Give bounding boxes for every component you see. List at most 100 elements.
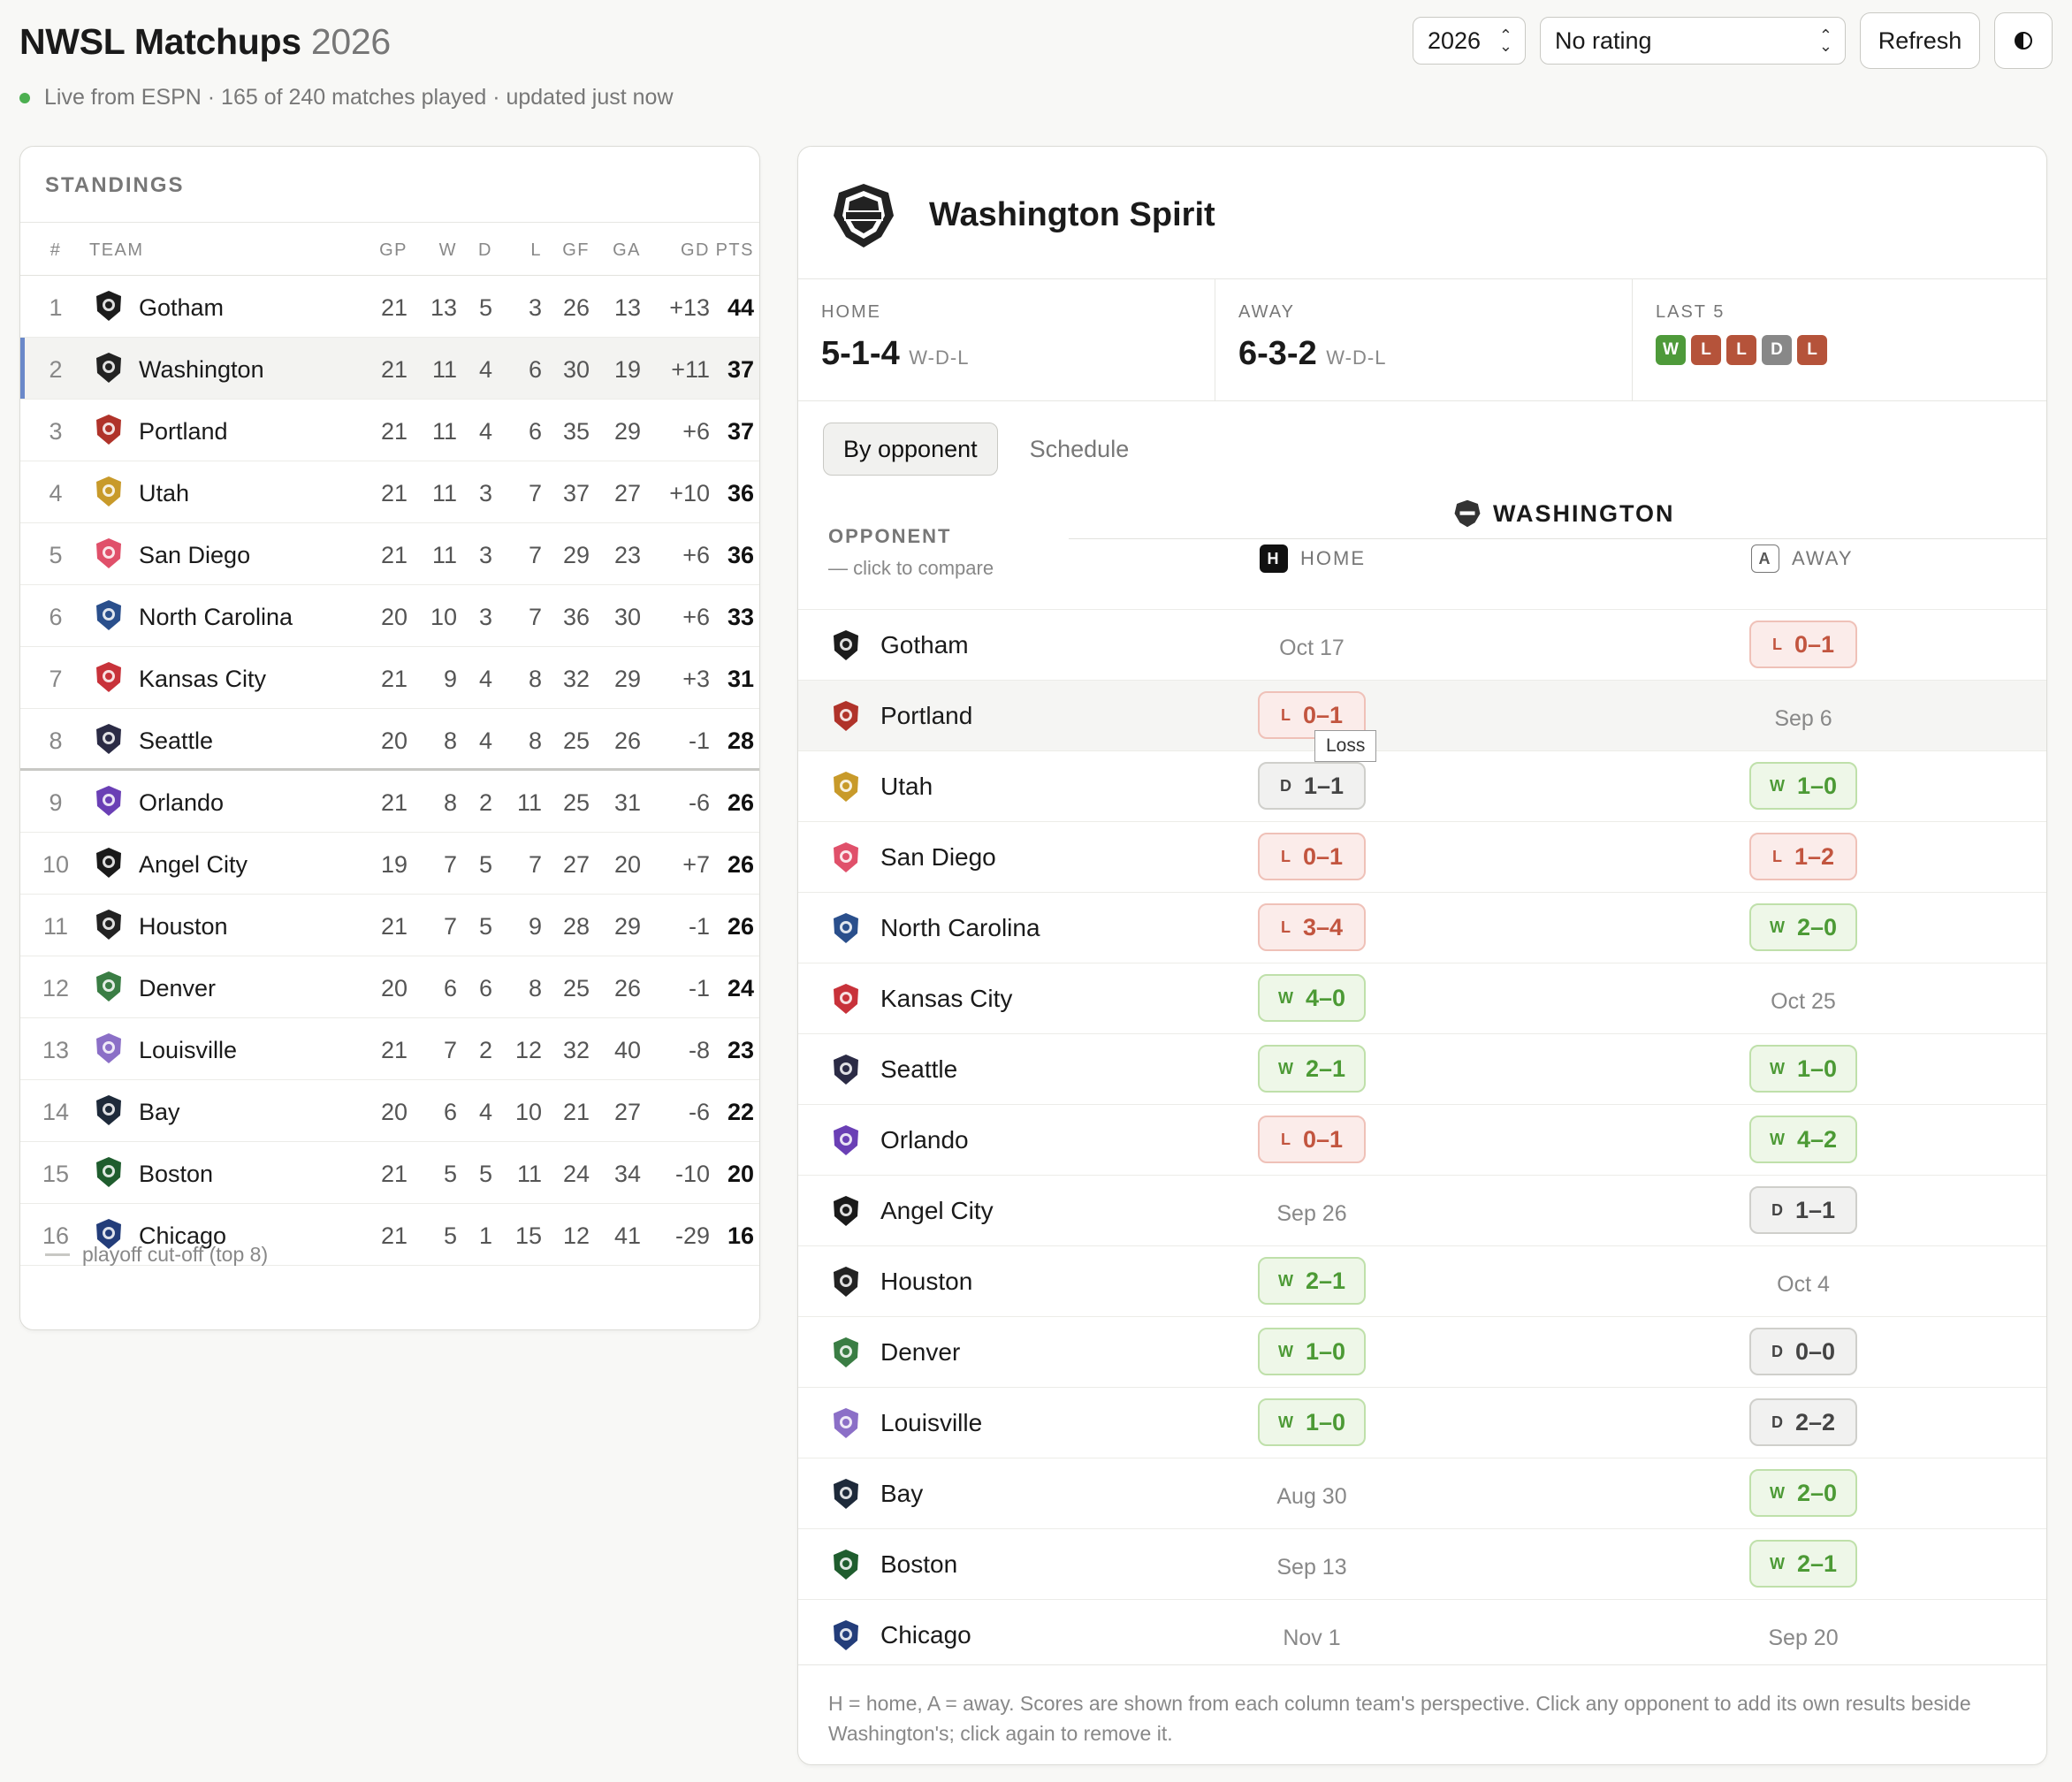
- opponent-row[interactable]: Boston Sep 13 W 2–1: [798, 1528, 2046, 1599]
- standings-l: 6: [528, 418, 542, 445]
- home-result-pill[interactable]: W 1–0: [1258, 1398, 1366, 1446]
- opponent-row[interactable]: Chicago Nov 1 Sep 20: [798, 1599, 2046, 1670]
- standings-row[interactable]: 12 Denver 20 6 6 8 25 26 -1 24: [20, 956, 759, 1018]
- team-logo: [828, 981, 864, 1017]
- opponent-row[interactable]: Angel City Sep 26 D 1–1: [798, 1175, 2046, 1245]
- standings-gd: +6: [682, 542, 710, 568]
- rating-select-value: No rating: [1555, 27, 1652, 54]
- result-score: 0–1: [1302, 842, 1344, 870]
- away-result-pill[interactable]: L 0–1: [1749, 621, 1857, 668]
- opponent-row[interactable]: San Diego L 0–1 L 1–2: [798, 821, 2046, 892]
- standings-d: 4: [478, 666, 492, 692]
- opponent-row[interactable]: Gotham Oct 17 L 0–1: [798, 609, 2046, 680]
- standings-card: STANDINGS # TEAM GP W D L GF GA GD PTS 1…: [19, 146, 760, 1330]
- team-logo: [828, 698, 864, 734]
- opponent-name: Louisville: [880, 1409, 983, 1436]
- page-title: NWSL Matchups 2026: [19, 21, 391, 63]
- tab-by-opponent[interactable]: By opponent: [823, 423, 998, 476]
- standings-l: 3: [528, 294, 542, 321]
- opponent-row[interactable]: Portland L 0–1 Sep 6 Loss: [798, 680, 2046, 762]
- away-result-pill[interactable]: D 0–0: [1749, 1328, 1857, 1375]
- refresh-button[interactable]: Refresh: [1860, 12, 1980, 69]
- standings-row[interactable]: 6 North Carolina 20 10 3 7 36 30 +6 33: [20, 585, 759, 647]
- standings-footer-text: playoff cut-off (top 8): [82, 1243, 269, 1266]
- home-result-pill[interactable]: L 3–4: [1258, 903, 1366, 951]
- opponent-row[interactable]: Denver W 1–0 D 0–0: [798, 1316, 2046, 1387]
- home-result-pill[interactable]: L 0–1: [1258, 833, 1366, 880]
- standings-row[interactable]: 10 Angel City 19 7 5 7 27 20 +7 26: [20, 833, 759, 895]
- home-result-pill[interactable]: W 1–0: [1258, 1328, 1366, 1375]
- home-result-pill[interactable]: D 1–1: [1258, 762, 1366, 810]
- opponent-row[interactable]: Louisville W 1–0 D 2–2: [798, 1387, 2046, 1458]
- home-result-pill[interactable]: L 0–1: [1258, 691, 1366, 739]
- standings-row[interactable]: 11 Houston 21 7 5 9 28 29 -1 26: [20, 895, 759, 956]
- away-result-pill[interactable]: W 2–0: [1749, 903, 1857, 951]
- opponent-row[interactable]: Kansas City W 4–0 Oct 25: [798, 963, 2046, 1033]
- away-result-pill[interactable]: W 4–2: [1749, 1116, 1857, 1163]
- home-result-pill[interactable]: L 0–1: [1258, 1116, 1366, 1163]
- team-crest-icon: [96, 291, 121, 321]
- standings-row[interactable]: 9 Orlando 21 8 2 11 25 31 -6 26: [20, 771, 759, 833]
- standings-gf: 21: [562, 1099, 590, 1125]
- opponent-row[interactable]: North Carolina L 3–4 W 2–0: [798, 892, 2046, 963]
- away-result-pill[interactable]: W 1–0: [1749, 1045, 1857, 1093]
- standings-team: Utah: [139, 480, 190, 506]
- standings-l: 8: [528, 666, 542, 692]
- standings-team: Denver: [139, 975, 217, 1001]
- standings-row[interactable]: 7 Kansas City 21 9 4 8 32 29 +3 31: [20, 647, 759, 709]
- standings-row[interactable]: 13 Louisville 21 7 2 12 32 40 -8 23: [20, 1018, 759, 1080]
- opponent-row[interactable]: Utah D 1–1 W 1–0: [798, 750, 2046, 821]
- standings-w: 13: [430, 294, 457, 321]
- opponent-row[interactable]: Seattle W 2–1 W 1–0: [798, 1033, 2046, 1104]
- standings-row[interactable]: 14 Bay 20 6 4 10 21 27 -6 22: [20, 1080, 759, 1142]
- standings-l: 8: [528, 975, 542, 1001]
- standings-row[interactable]: 15 Boston 21 5 5 11 24 34 -10 20: [20, 1142, 759, 1204]
- standings-gd: -1: [688, 975, 710, 1001]
- opponent-row[interactable]: Bay Aug 30 W 2–0: [798, 1458, 2046, 1528]
- standings-gd: -6: [688, 789, 710, 816]
- standings-rank: 7: [49, 666, 63, 692]
- home-result-pill[interactable]: W 4–0: [1258, 974, 1366, 1022]
- col-l: L: [530, 240, 542, 260]
- team-logo: [828, 628, 864, 663]
- theme-toggle-button[interactable]: [1994, 12, 2053, 69]
- home-result-pill[interactable]: W 2–1: [1258, 1045, 1366, 1093]
- col-gf: GF: [562, 240, 590, 260]
- rating-select[interactable]: No rating ⌃ ⌄: [1540, 17, 1846, 65]
- home-result-pill[interactable]: W 2–1: [1258, 1257, 1366, 1305]
- standings-row[interactable]: 2 Washington 21 11 4 6 30 19 +11 37: [20, 338, 759, 400]
- opponent-row[interactable]: Orlando L 0–1 W 4–2: [798, 1104, 2046, 1175]
- standings-row[interactable]: 8 Seattle 20 8 4 8 25 26 -1 28: [20, 709, 759, 771]
- standings-d: 4: [478, 727, 492, 754]
- standings-d: 5: [478, 851, 492, 878]
- away-result-pill[interactable]: W 1–0: [1749, 762, 1857, 810]
- away-result-pill[interactable]: L 1–2: [1749, 833, 1857, 880]
- tab-schedule[interactable]: Schedule: [1029, 435, 1130, 462]
- standings-row[interactable]: 5 San Diego 21 11 3 7 29 23 +6 36: [20, 523, 759, 585]
- away-result-pill[interactable]: D 2–2: [1749, 1398, 1857, 1446]
- away-result-pill[interactable]: D 1–1: [1749, 1186, 1857, 1234]
- standings-pts: 31: [727, 666, 754, 692]
- result-code: D: [1771, 1200, 1783, 1219]
- opponent-row[interactable]: Houston W 2–1 Oct 4: [798, 1245, 2046, 1316]
- standings-pts: 37: [727, 356, 754, 383]
- divider: [1632, 279, 1633, 401]
- standings-row[interactable]: 3 Portland 21 11 4 6 35 29 +6 37: [20, 400, 759, 461]
- team-logo: [91, 474, 126, 509]
- opponent-name: Kansas City: [880, 985, 1013, 1012]
- standings-team: North Carolina: [139, 604, 293, 630]
- standings-gp: 21: [380, 1222, 408, 1249]
- result-code: L: [1280, 918, 1291, 936]
- team-logo: [91, 659, 126, 695]
- standings-row[interactable]: 16 Chicago 21 5 1 15 12 41 -29 16: [20, 1204, 759, 1266]
- standings-gd: +10: [669, 480, 710, 506]
- standings-rank: 13: [42, 1037, 70, 1063]
- away-result-pill[interactable]: W 2–0: [1749, 1469, 1857, 1517]
- opponent-name: Orlando: [880, 1126, 969, 1154]
- standings-row[interactable]: 1 Gotham 21 13 5 3 26 13 +13 44: [20, 276, 759, 338]
- away-result-pill[interactable]: W 2–1: [1749, 1540, 1857, 1588]
- standings-gp: 21: [380, 1161, 408, 1187]
- season-select[interactable]: 2026 ⌃ ⌄: [1413, 17, 1526, 65]
- standings-ga: 27: [613, 1099, 641, 1125]
- standings-row[interactable]: 4 Utah 21 11 3 7 37 27 +10 36: [20, 461, 759, 523]
